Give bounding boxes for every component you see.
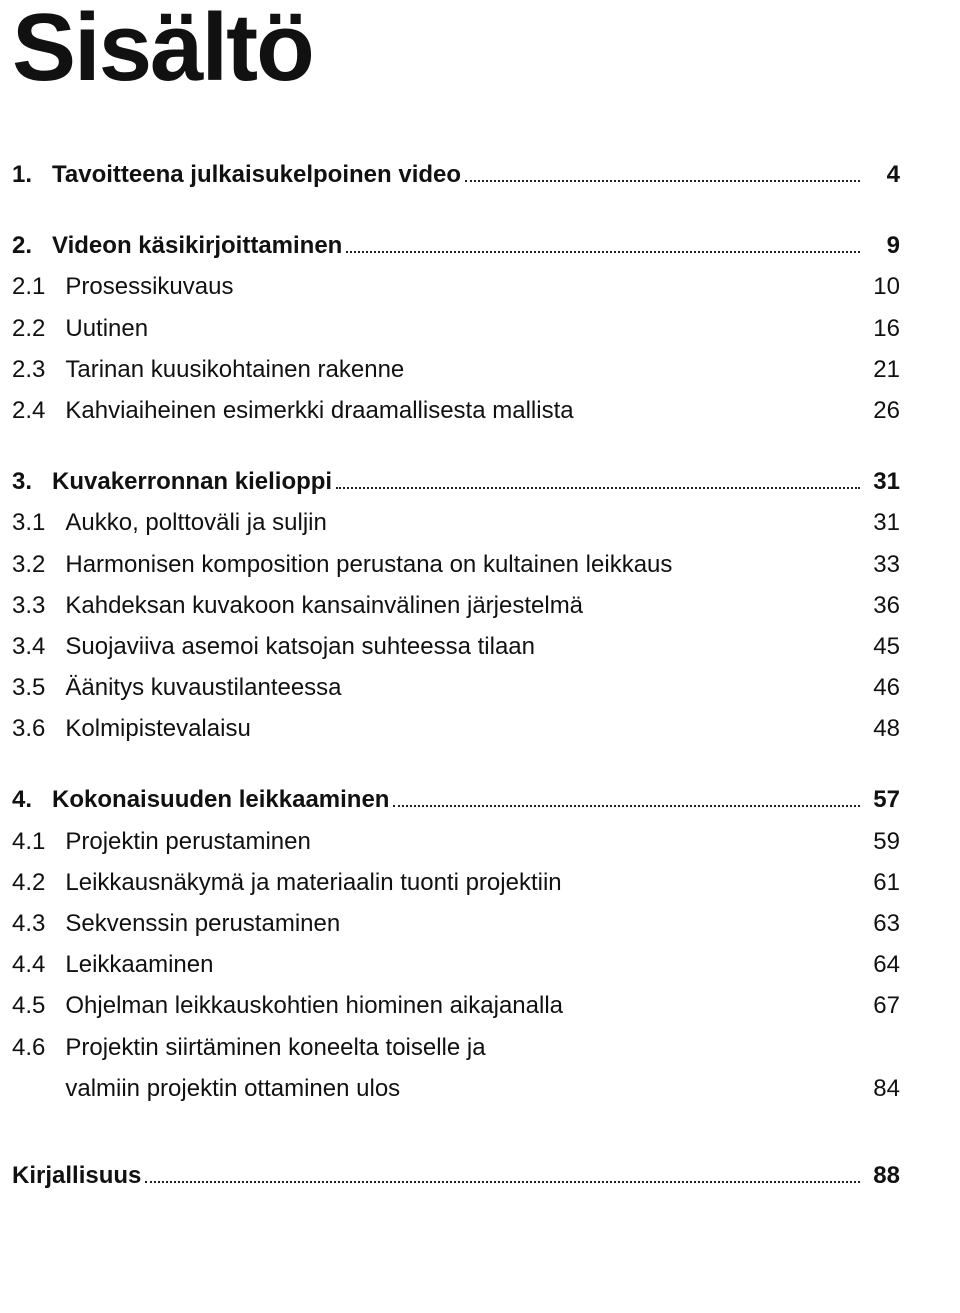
- toc-section: 2. Videon käsikirjoittaminen 9 2.1 Prosess…: [12, 227, 900, 429]
- toc-entry-label: Videon käsikirjoittaminen: [52, 227, 342, 264]
- toc-entry-number: 3.5: [12, 669, 65, 706]
- toc-entry-number: 4.3: [12, 905, 65, 942]
- toc-sub-row: 4.1 Projektin perustaminen 59: [12, 823, 900, 860]
- toc-page-number: 88: [864, 1157, 900, 1194]
- toc-main-row: 2. Videon käsikirjoittaminen 9: [12, 227, 900, 264]
- toc-page-number: 16: [864, 310, 900, 347]
- toc-page-number: 67: [864, 987, 900, 1024]
- toc-sub-row: 4.5 Ohjelman leikkauskohtien hiominen ai…: [12, 987, 900, 1024]
- toc-sub-row: 2.2 Uutinen 16: [12, 310, 900, 347]
- toc-sub-row: 4.3 Sekvenssin perustaminen 63: [12, 905, 900, 942]
- toc-page-number: 59: [864, 823, 900, 860]
- toc-page-number: 57: [864, 781, 900, 818]
- toc-entry-label: Kolmipistevalaisu: [65, 710, 250, 747]
- toc-page-number: 9: [864, 227, 900, 264]
- toc-sub-row: 2.3 Tarinan kuusikohtainen rakenne 21: [12, 351, 900, 388]
- toc-page-number: 84: [864, 1070, 900, 1107]
- toc-entry-number: 2.4: [12, 392, 65, 429]
- toc-sub-row: 4.2 Leikkausnäkymä ja materiaalin tuonti…: [12, 864, 900, 901]
- toc-page: Sisältö 1. Tavoitteena julkaisukelpoinen…: [0, 0, 960, 1313]
- toc-dots: [346, 232, 860, 253]
- toc-page-number: 36: [864, 587, 900, 624]
- toc-entry-label: Harmonisen komposition perustana on kult…: [65, 546, 672, 583]
- toc-entry-label: Kahviaiheinen esimerkki draamallisesta m…: [65, 392, 573, 429]
- toc-entry-number: 3.1: [12, 504, 65, 541]
- toc-entry-number: 4.6: [12, 1029, 65, 1066]
- toc-sub-row-line1: 4.6 Projektin siirtäminen koneelta toise…: [12, 1029, 900, 1066]
- toc-entry-label: Äänitys kuvaustilanteessa: [65, 669, 341, 706]
- toc-entry-label: Sekvenssin perustaminen: [65, 905, 340, 942]
- toc-entry-number: 2.3: [12, 351, 65, 388]
- toc-entry-number: 2.: [12, 227, 52, 264]
- toc-page-number: 64: [864, 946, 900, 983]
- toc-bibliography-row: Kirjallisuus 88: [12, 1157, 900, 1194]
- toc-section: 4. Kokonaisuuden leikkaaminen 57 4.1 Proje…: [12, 781, 900, 1107]
- toc-sub-row: 3.5 Äänitys kuvaustilanteessa 46: [12, 669, 900, 706]
- toc-page-number: 46: [864, 669, 900, 706]
- toc-dots: [393, 786, 860, 807]
- toc-list: 1. Tavoitteena julkaisukelpoinen video 4 2…: [12, 156, 900, 1194]
- toc-entry-label: Ohjelman leikkauskohtien hiominen aikaja…: [65, 987, 563, 1024]
- page-title: Sisältö: [12, 0, 900, 96]
- toc-entry-label: Tavoitteena julkaisukelpoinen video: [52, 156, 461, 193]
- toc-sub-row: 3.1 Aukko, polttoväli ja suljin 31: [12, 504, 900, 541]
- toc-entry-number: 3.3: [12, 587, 65, 624]
- toc-page-number: 45: [864, 628, 900, 665]
- toc-sub-row: 4.6 Projektin siirtäminen koneelta toise…: [12, 1029, 900, 1107]
- toc-page-number: 26: [864, 392, 900, 429]
- toc-sub-row: 3.3 Kahdeksan kuvakoon kansainvälinen jä…: [12, 587, 900, 624]
- toc-dots: [145, 1162, 860, 1183]
- toc-sub-row: 3.6 Kolmipistevalaisu 48: [12, 710, 900, 747]
- toc-entry-label: Aukko, polttoväli ja suljin: [65, 504, 326, 541]
- toc-entry-label: Prosessikuvaus: [65, 268, 233, 305]
- toc-entry-label: Kuvakerronnan kielioppi: [52, 463, 332, 500]
- toc-entry-label: Kahdeksan kuvakoon kansainvälinen järjes…: [65, 587, 583, 624]
- toc-dots: [336, 468, 860, 489]
- toc-entry-label: Uutinen: [65, 310, 148, 347]
- toc-sub-row: 3.2 Harmonisen komposition perustana on …: [12, 546, 900, 583]
- toc-entry-number: 3.2: [12, 546, 65, 583]
- toc-page-number: 31: [864, 504, 900, 541]
- toc-section: 1. Tavoitteena julkaisukelpoinen video 4: [12, 156, 900, 193]
- toc-sub-row-line2: valmiin projektin ottaminen ulos 84: [12, 1070, 900, 1107]
- toc-sub-row: 3.4 Suojaviiva asemoi katsojan suhteessa…: [12, 628, 900, 665]
- toc-entry-label: Suojaviiva asemoi katsojan suhteessa til…: [65, 628, 535, 665]
- toc-entry-number: 4.5: [12, 987, 65, 1024]
- toc-entry-label: Leikkausnäkymä ja materiaalin tuonti pro…: [65, 864, 561, 901]
- toc-main-row: 3. Kuvakerronnan kielioppi 31: [12, 463, 900, 500]
- toc-entry-number: 4.2: [12, 864, 65, 901]
- toc-page-number: 4: [864, 156, 900, 193]
- toc-indent: [12, 1070, 65, 1107]
- toc-entry-number: 1.: [12, 156, 52, 193]
- toc-sub-row: 4.4 Leikkaaminen 64: [12, 946, 900, 983]
- toc-entry-label: Projektin perustaminen: [65, 823, 310, 860]
- toc-page-number: 21: [864, 351, 900, 388]
- toc-entry-label: Kokonaisuuden leikkaaminen: [52, 781, 389, 818]
- toc-main-row: 4. Kokonaisuuden leikkaaminen 57: [12, 781, 900, 818]
- toc-entry-number: 4.4: [12, 946, 65, 983]
- toc-sub-row: 2.4 Kahviaiheinen esimerkki draamallises…: [12, 392, 900, 429]
- toc-entry-label: Leikkaaminen: [65, 946, 213, 983]
- toc-page-number: 61: [864, 864, 900, 901]
- toc-sub-row: 2.1 Prosessikuvaus 10: [12, 268, 900, 305]
- toc-section: 3. Kuvakerronnan kielioppi313.1 Aukko, p…: [12, 463, 900, 747]
- toc-entry-label: Tarinan kuusikohtainen rakenne: [65, 351, 404, 388]
- toc-entry-number: 4.1: [12, 823, 65, 860]
- toc-page-number: 10: [864, 268, 900, 305]
- toc-entry-number: 4.: [12, 781, 52, 818]
- toc-page-number: 31: [864, 463, 900, 500]
- toc-main-row: 1. Tavoitteena julkaisukelpoinen video 4: [12, 156, 900, 193]
- toc-page-number: 63: [864, 905, 900, 942]
- toc-entry-label: Projektin siirtäminen koneelta toiselle …: [65, 1029, 485, 1066]
- toc-page-number: 33: [864, 546, 900, 583]
- toc-entry-label: valmiin projektin ottaminen ulos: [65, 1070, 400, 1107]
- toc-entry-label: Kirjallisuus: [12, 1157, 141, 1194]
- toc-entry-number: 3.: [12, 463, 52, 500]
- toc-entry-number: 2.2: [12, 310, 65, 347]
- toc-entry-number: 3.6: [12, 710, 65, 747]
- toc-dots: [465, 161, 860, 182]
- toc-entry-number: 2.1: [12, 268, 65, 305]
- toc-entry-number: 3.4: [12, 628, 65, 665]
- toc-page-number: 48: [864, 710, 900, 747]
